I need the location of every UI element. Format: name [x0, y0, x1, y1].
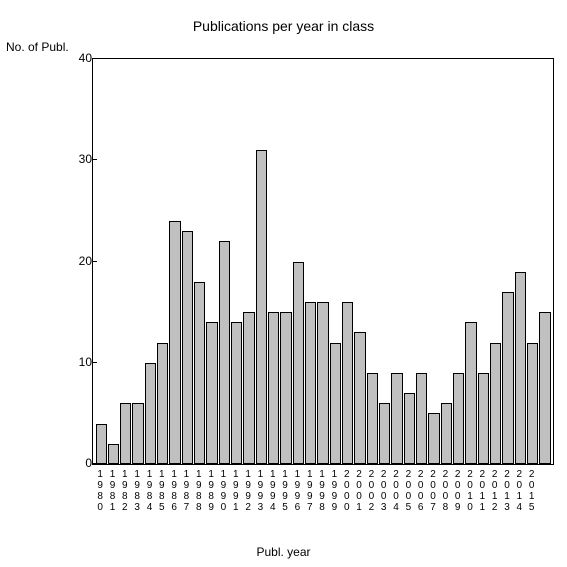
bar [169, 221, 180, 464]
bar [490, 343, 501, 465]
bar [243, 312, 254, 464]
y-tick-label: 40 [62, 51, 92, 65]
x-tick-label: 1990 [217, 465, 229, 513]
x-tick-label: 2013 [501, 465, 513, 513]
chart-container: Publications per year in class No. of Pu… [0, 0, 567, 567]
y-tick-label: 10 [62, 355, 92, 369]
x-ticks: 1980198119821983198419851986198719881989… [92, 465, 552, 513]
x-tick-label: 1986 [168, 465, 180, 513]
y-tick-label: 0 [62, 456, 92, 470]
x-tick-label: 1991 [230, 465, 242, 513]
x-tick-label: 2002 [365, 465, 377, 513]
bar [330, 343, 341, 465]
bar [342, 302, 353, 464]
bar [367, 373, 378, 464]
x-tick-label: 1996 [291, 465, 303, 513]
x-tick-label: 2008 [439, 465, 451, 513]
bar [515, 272, 526, 464]
plot-area [92, 58, 554, 465]
x-tick-label: 1981 [106, 465, 118, 513]
x-tick-label: 2001 [353, 465, 365, 513]
bar [478, 373, 489, 464]
y-ticks: 010203040 [62, 58, 92, 463]
x-tick-label: 2010 [464, 465, 476, 513]
x-tick-label: 1998 [316, 465, 328, 513]
bar [502, 292, 513, 464]
bar [182, 231, 193, 464]
x-tick-label: 2007 [427, 465, 439, 513]
x-tick-label: 1993 [254, 465, 266, 513]
bar [317, 302, 328, 464]
x-tick-label: 1992 [242, 465, 254, 513]
bar [441, 403, 452, 464]
bar [206, 322, 217, 464]
bar [120, 403, 131, 464]
bar [404, 393, 415, 464]
x-tick-label: 2005 [402, 465, 414, 513]
x-tick-label: 1983 [131, 465, 143, 513]
x-tick-label: 2006 [415, 465, 427, 513]
x-tick-label: 2012 [489, 465, 501, 513]
bar [391, 373, 402, 464]
x-tick-label: 1980 [94, 465, 106, 513]
bar [379, 403, 390, 464]
x-tick-label: 1999 [328, 465, 340, 513]
x-tick-label: 2003 [378, 465, 390, 513]
x-tick-label: 1994 [267, 465, 279, 513]
x-tick-label: 2009 [452, 465, 464, 513]
bar [527, 343, 538, 465]
x-tick-label: 2011 [476, 465, 488, 513]
x-tick-label: 1995 [279, 465, 291, 513]
chart-title: Publications per year in class [0, 18, 567, 34]
bar [465, 322, 476, 464]
bar [194, 282, 205, 464]
bar [96, 424, 107, 465]
x-tick-label: 2014 [513, 465, 525, 513]
y-tick-label: 30 [62, 152, 92, 166]
bar [453, 373, 464, 464]
x-tick-label: 1985 [156, 465, 168, 513]
bar [416, 373, 427, 464]
bar [539, 312, 550, 464]
bar [145, 363, 156, 464]
bar [280, 312, 291, 464]
x-tick-label: 1984 [143, 465, 155, 513]
x-tick-label: 1997 [304, 465, 316, 513]
bar [132, 403, 143, 464]
x-tick-label: 1989 [205, 465, 217, 513]
bar [293, 262, 304, 465]
x-tick-label: 2000 [341, 465, 353, 513]
x-tick-label: 2015 [525, 465, 537, 513]
x-tick-label [538, 465, 550, 513]
bar [231, 322, 242, 464]
x-tick-label: 1988 [193, 465, 205, 513]
bar [428, 413, 439, 464]
y-axis-label: No. of Publ. [6, 40, 69, 54]
x-tick-label: 1982 [119, 465, 131, 513]
bar [157, 343, 168, 465]
y-tick-label: 20 [62, 254, 92, 268]
bars-group [93, 59, 553, 464]
x-tick-label: 1987 [180, 465, 192, 513]
bar [354, 332, 365, 464]
x-axis-label: Publ. year [0, 545, 567, 559]
bar [305, 302, 316, 464]
bar [108, 444, 119, 464]
bar [219, 241, 230, 464]
x-tick-label: 2004 [390, 465, 402, 513]
bar [268, 312, 279, 464]
bar [256, 150, 267, 464]
